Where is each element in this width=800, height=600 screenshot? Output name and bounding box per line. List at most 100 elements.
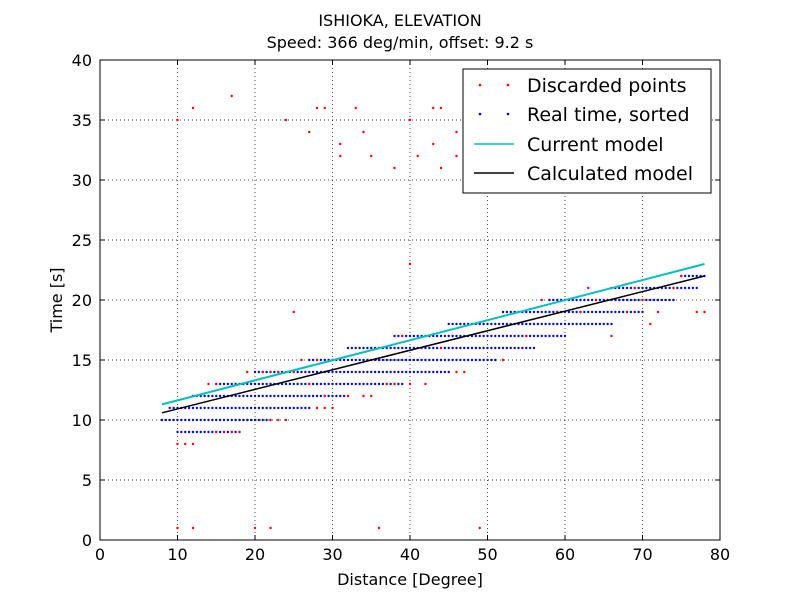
real-time-point [521, 334, 524, 338]
real-time-point [424, 358, 427, 362]
discarded-point [408, 118, 412, 122]
real-time-point [447, 346, 450, 350]
real-time-point [261, 394, 264, 398]
real-time-point [625, 286, 629, 290]
y-tick-label: 25 [72, 231, 92, 250]
real-time-point [571, 310, 574, 314]
real-time-point [401, 358, 404, 362]
discarded-point [703, 310, 706, 314]
real-time-point [218, 418, 222, 422]
y-tick-label: 30 [72, 171, 92, 190]
real-time-point [610, 322, 613, 326]
real-time-point [315, 370, 319, 374]
real-time-point [218, 406, 222, 410]
real-time-point [331, 382, 334, 386]
real-time-point [552, 298, 555, 302]
x-tick-label: 10 [167, 545, 187, 564]
real-time-point [366, 382, 369, 386]
real-time-point [207, 406, 210, 410]
real-time-point [587, 310, 590, 314]
real-time-point [525, 346, 528, 350]
real-time-point [525, 310, 528, 314]
real-time-point [497, 346, 501, 350]
real-time-point [381, 370, 385, 374]
real-time-point [211, 406, 214, 410]
real-time-point [308, 370, 311, 374]
real-time-point [358, 346, 361, 350]
real-time-point [482, 322, 485, 326]
discarded-point [269, 370, 272, 374]
real-time-point [342, 382, 346, 386]
real-time-point [494, 346, 497, 350]
discarded-point [633, 286, 636, 290]
discarded-point [408, 382, 412, 386]
real-time-point [443, 346, 447, 350]
real-time-point [641, 286, 644, 290]
real-time-point [618, 310, 621, 314]
real-time-point [226, 430, 230, 434]
real-time-point [385, 358, 388, 362]
real-time-point [401, 370, 404, 374]
real-time-point [257, 406, 261, 410]
real-time-point [385, 370, 388, 374]
discarded-point [695, 310, 698, 314]
real-time-point [583, 310, 586, 314]
real-time-point [435, 334, 439, 338]
discarded-point [215, 430, 218, 434]
real-time-point [354, 370, 357, 374]
real-time-point [536, 310, 540, 314]
real-time-point [404, 346, 408, 350]
real-time-point [548, 334, 551, 338]
real-time-point [439, 334, 443, 338]
discarded-point [587, 286, 590, 290]
x-tick-label: 20 [245, 545, 265, 564]
discarded-point [354, 106, 357, 110]
discarded-point [455, 154, 458, 158]
discarded-point [579, 310, 582, 314]
discarded-point [377, 526, 381, 530]
real-time-point [521, 322, 524, 326]
discarded-point [323, 406, 326, 410]
real-time-point [509, 346, 512, 350]
real-time-point [350, 358, 354, 362]
real-time-point [490, 346, 493, 350]
real-time-point [443, 358, 447, 362]
real-time-point [470, 358, 474, 362]
real-time-point [346, 370, 350, 374]
real-time-point [486, 358, 489, 362]
real-time-point [575, 298, 578, 302]
real-time-point [435, 346, 439, 350]
real-time-point [168, 406, 171, 410]
real-time-point [335, 370, 338, 374]
real-time-point [587, 298, 590, 302]
real-time-point [447, 358, 450, 362]
real-time-point [257, 382, 261, 386]
discarded-point [292, 310, 295, 314]
real-time-point [459, 334, 462, 338]
real-time-point [234, 406, 237, 410]
discarded-point [463, 370, 466, 374]
real-time-point [486, 322, 489, 326]
real-time-point [393, 358, 396, 362]
real-time-point [424, 346, 427, 350]
discarded-point [455, 130, 458, 134]
real-time-point [253, 370, 257, 374]
real-time-point [575, 322, 578, 326]
real-time-point [366, 346, 369, 350]
discarded-point [238, 430, 241, 434]
y-tick-label: 20 [72, 291, 92, 310]
real-time-point [327, 382, 330, 386]
real-time-point [672, 298, 675, 302]
real-time-point [342, 370, 346, 374]
real-time-point [590, 322, 594, 326]
real-time-point [308, 406, 311, 410]
real-time-point [296, 394, 299, 398]
real-time-point [404, 358, 408, 362]
real-time-point [176, 418, 179, 422]
real-time-point [199, 406, 202, 410]
y-tick-label: 10 [72, 411, 92, 430]
real-time-point [517, 334, 520, 338]
discarded-point [385, 382, 388, 386]
real-time-point [501, 334, 505, 338]
real-time-point [614, 310, 617, 314]
